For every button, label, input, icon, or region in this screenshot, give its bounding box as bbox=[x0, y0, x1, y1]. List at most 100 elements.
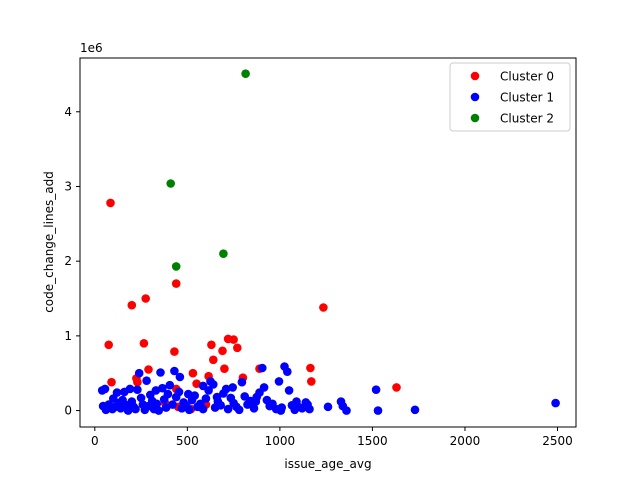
x-tick-label: 1000 bbox=[265, 434, 296, 448]
data-point-cluster-1 bbox=[216, 401, 225, 410]
data-point-cluster-1 bbox=[133, 385, 142, 395]
legend-entry-label: Cluster 1 bbox=[500, 91, 554, 105]
data-point-cluster-0 bbox=[141, 294, 150, 303]
data-point-cluster-1 bbox=[223, 404, 233, 414]
data-point-cluster-1 bbox=[151, 386, 161, 395]
y-tick-label: 2 bbox=[64, 254, 72, 268]
data-point-cluster-0 bbox=[207, 340, 216, 350]
data-point-cluster-1 bbox=[221, 384, 231, 394]
data-point-cluster-1 bbox=[134, 368, 144, 378]
data-point-cluster-1 bbox=[198, 381, 208, 391]
legend-marker bbox=[470, 92, 480, 102]
data-point-cluster-0 bbox=[133, 377, 142, 387]
plot-frame bbox=[79, 57, 577, 428]
data-point-cluster-0 bbox=[104, 340, 113, 350]
data-point-cluster-1 bbox=[228, 383, 237, 392]
data-point-cluster-0 bbox=[106, 198, 115, 208]
y-tick-label: 3 bbox=[64, 179, 72, 193]
data-point-cluster-1 bbox=[131, 404, 140, 414]
legend-marker bbox=[470, 71, 480, 81]
data-point-cluster-0 bbox=[139, 339, 149, 348]
data-point-cluster-1 bbox=[259, 383, 269, 392]
data-point-cluster-2 bbox=[166, 179, 175, 188]
data-point-cluster-1 bbox=[165, 380, 175, 390]
y-axis-label: code_change_lines_add bbox=[42, 171, 56, 313]
y-tick-label: 1 bbox=[64, 329, 72, 343]
y-offset-label: 1e6 bbox=[80, 41, 103, 55]
data-point-cluster-1 bbox=[174, 387, 184, 397]
legend-box bbox=[449, 62, 571, 132]
data-point-cluster-1 bbox=[209, 380, 218, 389]
y-tick-label: 4 bbox=[64, 105, 72, 119]
data-point-cluster-1 bbox=[175, 372, 185, 382]
data-point-cluster-1 bbox=[551, 398, 560, 408]
data-point-cluster-0 bbox=[220, 364, 229, 374]
data-point-cluster-1 bbox=[249, 404, 259, 413]
data-point-cluster-0 bbox=[306, 363, 315, 373]
x-tick-label: 2000 bbox=[450, 434, 481, 448]
legend-entry-label: Cluster 0 bbox=[500, 70, 554, 84]
data-point-cluster-0 bbox=[319, 303, 328, 312]
data-point-cluster-0 bbox=[218, 346, 227, 356]
data-point-cluster-0 bbox=[229, 335, 238, 344]
data-point-cluster-0 bbox=[233, 343, 242, 353]
points-layer bbox=[97, 69, 560, 415]
data-point-cluster-2 bbox=[219, 249, 228, 258]
data-point-cluster-2 bbox=[241, 69, 250, 78]
data-point-cluster-1 bbox=[292, 397, 301, 406]
data-point-cluster-1 bbox=[212, 392, 222, 402]
data-point-cluster-1 bbox=[163, 389, 173, 399]
data-point-cluster-1 bbox=[184, 389, 193, 399]
data-point-cluster-1 bbox=[303, 400, 312, 409]
data-point-cluster-0 bbox=[107, 377, 116, 387]
data-point-cluster-1 bbox=[284, 386, 294, 395]
data-point-cluster-1 bbox=[283, 367, 292, 377]
data-point-cluster-1 bbox=[170, 366, 179, 376]
data-point-cluster-1 bbox=[156, 368, 165, 377]
data-point-cluster-0 bbox=[127, 300, 137, 310]
x-tick-label: 500 bbox=[176, 434, 199, 448]
data-point-cluster-1 bbox=[168, 400, 177, 409]
data-point-cluster-1 bbox=[198, 404, 208, 414]
data-point-cluster-1 bbox=[184, 405, 194, 415]
data-point-cluster-0 bbox=[392, 383, 401, 392]
data-point-cluster-1 bbox=[201, 394, 211, 403]
legend-entry-label: Cluster 2 bbox=[500, 112, 554, 126]
data-point-cluster-1 bbox=[258, 363, 267, 373]
data-point-cluster-1 bbox=[276, 406, 286, 415]
data-point-cluster-0 bbox=[188, 368, 198, 378]
data-point-cluster-1 bbox=[158, 383, 167, 393]
data-point-cluster-0 bbox=[170, 347, 179, 356]
x-tick-label: 1500 bbox=[357, 434, 388, 448]
data-point-cluster-1 bbox=[237, 377, 247, 387]
data-point-cluster-0 bbox=[144, 365, 153, 374]
data-point-cluster-1 bbox=[323, 402, 333, 412]
axes-layer: 0 500 1000 1500 2000 2500 0 1 2 3 4 bbox=[64, 57, 577, 448]
data-point-cluster-1 bbox=[136, 393, 146, 403]
data-point-cluster-1 bbox=[161, 403, 171, 412]
data-point-cluster-1 bbox=[234, 405, 244, 415]
legend: Cluster 0 Cluster 1 Cluster 2 bbox=[449, 62, 571, 132]
data-point-cluster-1 bbox=[100, 384, 110, 394]
data-point-cluster-1 bbox=[251, 397, 261, 406]
data-point-cluster-1 bbox=[142, 376, 151, 386]
data-point-cluster-1 bbox=[373, 406, 383, 415]
data-point-cluster-1 bbox=[109, 394, 118, 403]
data-point-cluster-1 bbox=[338, 401, 348, 411]
legend-marker bbox=[470, 113, 480, 123]
data-point-cluster-2 bbox=[171, 262, 181, 271]
x-axis-label: issue_age_avg bbox=[284, 457, 371, 471]
data-point-cluster-1 bbox=[410, 405, 420, 415]
data-point-cluster-1 bbox=[371, 385, 381, 395]
data-point-cluster-1 bbox=[274, 377, 284, 386]
data-point-cluster-0 bbox=[209, 355, 218, 365]
data-point-cluster-1 bbox=[152, 399, 162, 409]
data-point-cluster-0 bbox=[307, 377, 316, 386]
x-tick-label: 0 bbox=[91, 434, 99, 448]
data-point-cluster-1 bbox=[125, 384, 135, 394]
data-point-cluster-0 bbox=[192, 379, 201, 389]
data-point-cluster-1 bbox=[154, 406, 163, 415]
data-point-cluster-0 bbox=[171, 279, 181, 288]
y-tick-label: 0 bbox=[64, 404, 72, 418]
